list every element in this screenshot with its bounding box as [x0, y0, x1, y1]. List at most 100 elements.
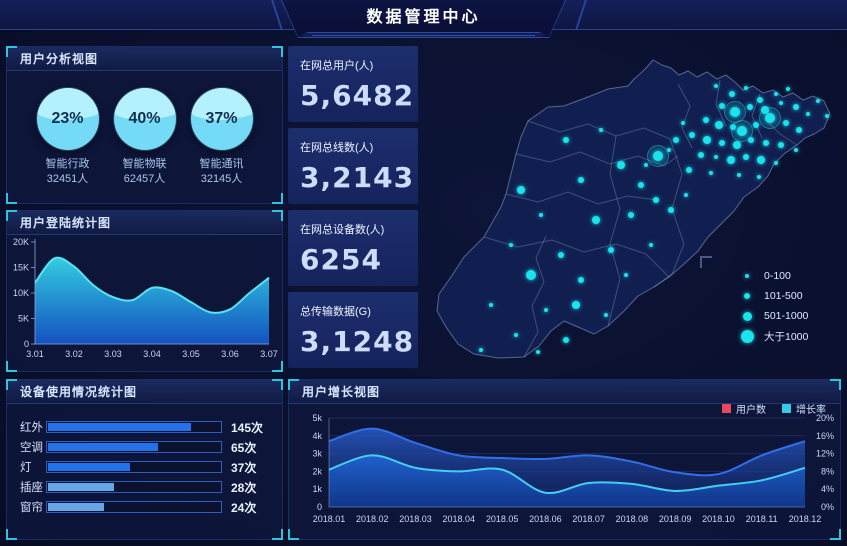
map-bubble: [668, 207, 674, 213]
map-bubble: [578, 277, 584, 283]
svg-text:10K: 10K: [13, 288, 29, 298]
map-bubble: [624, 273, 628, 277]
map-bubble: [763, 140, 769, 146]
map-bubble: [709, 171, 713, 175]
map-bubble: [733, 141, 741, 149]
map-bubble: [729, 91, 735, 97]
gauge-circle: 23%: [36, 88, 99, 150]
svg-text:3.05: 3.05: [182, 349, 200, 359]
map-land-shape: [436, 59, 831, 359]
legend-dot-icon: [744, 293, 750, 299]
svg-text:8%: 8%: [821, 466, 834, 476]
device-bar-track: [46, 461, 222, 473]
device-bar-row: 灯 37次: [7, 457, 282, 477]
legend-label: 101-500: [764, 290, 803, 302]
map-bubble: [489, 303, 493, 307]
map-bubble: [563, 337, 569, 343]
device-bar-row: 窗帘 24次: [7, 497, 282, 517]
map-bubble: [743, 154, 749, 160]
map-bubble: [653, 197, 659, 203]
map-legend-item: 101-500: [740, 286, 808, 306]
gauge-group: 23% 智能行政 32451人 40% 智能物联 62457人 37% 智能通讯 32145人: [7, 71, 282, 187]
map-bubble: [774, 161, 778, 165]
liquid-gauge: 37% 智能通讯 32145人: [183, 88, 260, 187]
growth-chart-legend: 用户数 增长率: [722, 401, 826, 416]
map-bubble: [644, 163, 648, 167]
device-bar-chart: 红外 145次 空调 65次灯 37次 插座 28次 窗帘 24次: [7, 404, 282, 517]
legend-item-growth-rate[interactable]: 增长率: [782, 401, 826, 416]
map-bubble: [667, 148, 671, 152]
device-value: 145次: [231, 420, 264, 435]
legend-item-users[interactable]: 用户数: [722, 401, 766, 416]
stat-label: 在网总用户(人): [300, 60, 374, 72]
gauge-label: 智能通讯 32145人: [199, 158, 244, 185]
map-bubble: [686, 167, 692, 173]
legend-label: 0-100: [764, 270, 791, 282]
svg-text:3.06: 3.06: [221, 349, 239, 359]
map-size-legend: 0-100 101-500 501-1000 大于1000: [740, 266, 808, 346]
map-legend-item: 大于1000: [740, 326, 808, 346]
map-bubble: [714, 155, 718, 159]
device-bar-fill: [48, 463, 130, 471]
map-bubble: [638, 182, 644, 188]
map-bubble: [539, 213, 543, 217]
device-bar-row: 红外 145次: [7, 417, 282, 437]
map-bubble: [689, 132, 695, 138]
map-bubble: [673, 137, 679, 143]
map-bubble: [779, 101, 783, 105]
gauge-label: 智能行政 32451人: [45, 158, 90, 185]
map-bubble: [774, 92, 778, 96]
stat-value: 3,2143: [300, 161, 415, 194]
svg-text:2018.10: 2018.10: [702, 514, 735, 524]
svg-text:2018.11: 2018.11: [746, 514, 778, 524]
legend-label: 大于1000: [764, 330, 809, 343]
device-bar-fill: [48, 483, 115, 491]
svg-text:12%: 12%: [816, 449, 834, 459]
map-bubble: [757, 175, 761, 179]
map-bubble: [737, 126, 747, 136]
svg-text:15K: 15K: [13, 263, 29, 273]
legend-label: 501-1000: [764, 310, 809, 322]
map-bubble: [719, 140, 725, 146]
map-bubble: [592, 216, 600, 224]
map-bubble: [681, 121, 685, 125]
svg-text:2018.03: 2018.03: [399, 514, 432, 524]
map-bubble: [816, 99, 820, 103]
device-bar-fill: [48, 423, 191, 431]
svg-text:2018.08: 2018.08: [616, 514, 649, 524]
legend-label: 用户数: [736, 405, 766, 416]
map-bubble: [747, 104, 753, 110]
map-bubble: [737, 173, 741, 177]
panel-login-stats: 用户登陆统计图 0 5K 10K 15K 20K 3.01 3.02 3.03 3.04 3.05…: [6, 210, 283, 372]
map-bubble: [514, 333, 518, 337]
panel-title-user-analysis: 用户分析视图: [7, 47, 282, 71]
svg-text:20%: 20%: [816, 413, 834, 423]
map-internal-borders: [483, 79, 798, 358]
svg-text:4%: 4%: [821, 484, 834, 494]
stat-card-online-devices: 在网总设备数(人) 6254: [288, 210, 418, 286]
map-bubble: [730, 107, 740, 117]
stat-value: 3,1248: [300, 325, 415, 358]
device-bar-track: [46, 501, 222, 513]
device-bar-track: [46, 421, 222, 433]
panel-title-device-usage: 设备使用情况统计图: [7, 380, 282, 404]
svg-text:4k: 4k: [312, 431, 322, 441]
gauge-label: 智能物联 62457人: [122, 158, 167, 185]
map-bubble: [479, 348, 483, 352]
stat-label: 在网总线数(人): [300, 142, 374, 154]
svg-text:0%: 0%: [821, 502, 834, 512]
stat-value: 6254: [300, 243, 382, 276]
device-label: 红外: [20, 422, 43, 434]
map-bubble: [806, 112, 810, 116]
map-legend-item: 501-1000: [740, 306, 808, 326]
svg-text:3.04: 3.04: [143, 349, 161, 359]
device-label: 插座: [20, 482, 43, 494]
svg-text:2018.12: 2018.12: [789, 514, 822, 524]
map-bubble: [703, 136, 711, 144]
stat-card-online-lines: 在网总线数(人) 3,2143: [288, 128, 418, 204]
device-value: 24次: [231, 500, 257, 515]
map-bubble: [825, 114, 829, 118]
map-bubble: [753, 122, 759, 128]
login-area-chart: 0 5K 10K 15K 20K 3.01 3.02 3.03 3.04 3.05 3.06 3.07: [13, 237, 278, 359]
map-bubble: [578, 177, 584, 183]
